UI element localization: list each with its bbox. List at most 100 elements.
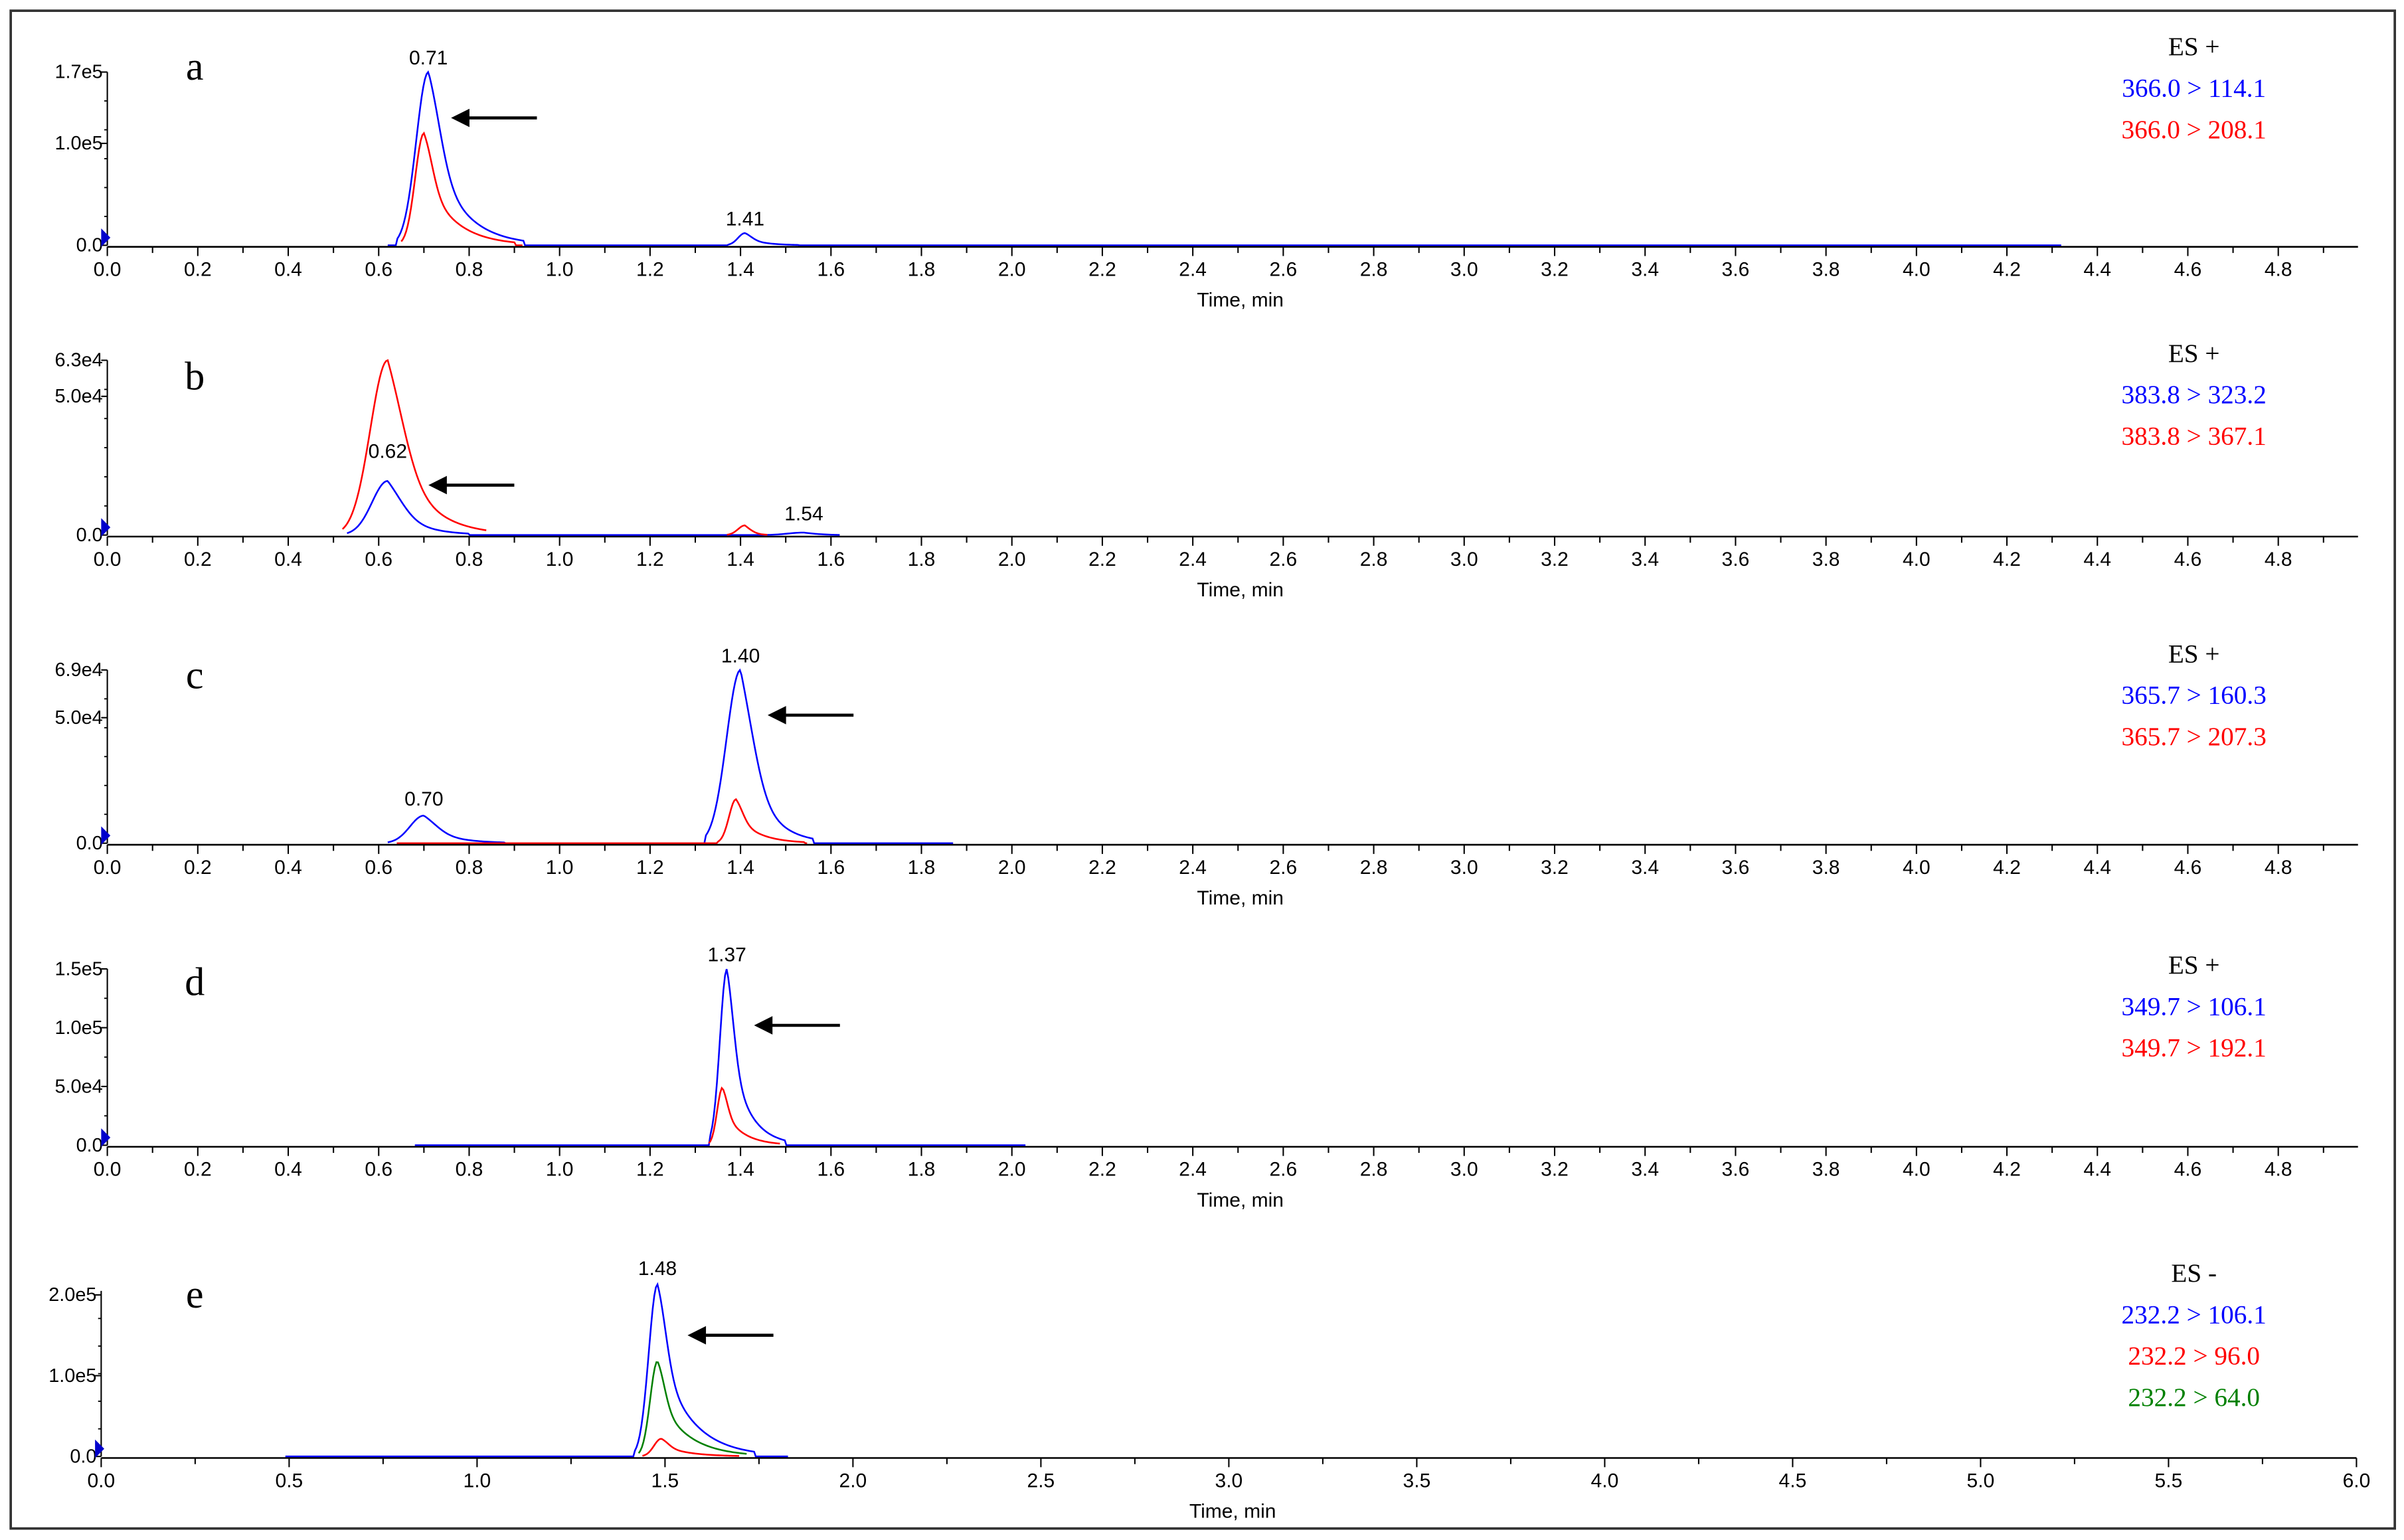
- y-tick-label: 1.7e5: [54, 62, 102, 83]
- x-tick-label: 4.6: [2174, 1159, 2202, 1181]
- x-tick-label: 0.4: [274, 857, 302, 879]
- x-tick-label: 4.4: [2083, 549, 2111, 570]
- x-tick-label: 1.2: [636, 1159, 664, 1181]
- x-tick-label: 2.8: [1360, 857, 1388, 879]
- x-tick-label: 2.8: [1360, 259, 1388, 281]
- x-tick-label: 4.8: [2265, 1159, 2292, 1181]
- peak-rt-label: 1.48: [638, 1258, 677, 1280]
- x-tick-label: 2.2: [1088, 549, 1116, 570]
- panel-d: 0.0 5.0e4 1.0e5 1.5e5 0.0 0.2 0.4 0.6 0.8 1.0 1.2 1…: [54, 944, 2358, 1211]
- x-tick-label: 4.4: [2083, 857, 2111, 879]
- y-tick-label: 5.0e4: [54, 386, 102, 407]
- peak-rt-label: 1.54: [784, 503, 823, 525]
- x-tick-label: 1.4: [727, 1159, 754, 1181]
- legend-transition: 383.8 > 323.2: [2122, 381, 2267, 409]
- x-tick-label: 4.6: [2174, 549, 2202, 570]
- x-tick-label: 2.4: [1179, 259, 1207, 281]
- y-tick-label: 5.0e4: [54, 707, 102, 728]
- x-tick-label: 2.2: [1088, 1159, 1116, 1181]
- x-tick-label: 4.0: [1903, 259, 1931, 281]
- legend-transition: 232.2 > 64.0: [2128, 1383, 2260, 1412]
- x-tick-label: 1.6: [817, 549, 845, 570]
- x-tick-label: 0.8: [456, 259, 483, 281]
- baseline-marker-icon: [95, 1439, 104, 1458]
- x-tick-label: 4.0: [1903, 1159, 1931, 1181]
- x-tick-label: 3.8: [1812, 857, 1840, 879]
- x-axis-label: Time, min: [1197, 1189, 1284, 1211]
- y-tick-label: 1.0e5: [48, 1365, 96, 1387]
- ion-mode-label: ES -: [2171, 1259, 2217, 1288]
- x-tick-label: 3.6: [1722, 549, 1750, 570]
- x-tick-label: 4.4: [2083, 1159, 2111, 1181]
- x-tick-label: 3.2: [1541, 549, 1569, 570]
- legend-transition: 365.7 > 160.3: [2122, 681, 2267, 710]
- x-tick-label: 0.4: [274, 259, 302, 281]
- x-tick-label: 2.0: [839, 1470, 867, 1492]
- trace-232-2-96-0: [642, 1438, 739, 1457]
- x-tick-label: 1.6: [817, 857, 845, 879]
- legend-transition: 365.7 > 207.3: [2122, 723, 2267, 751]
- x-tick-label: 2.8: [1360, 1159, 1388, 1181]
- trace-232-2-106-1: [285, 1282, 788, 1458]
- figure-border: [9, 9, 2396, 1530]
- trace-peak: [727, 524, 768, 536]
- x-tick-label: 1.8: [908, 857, 936, 879]
- y-tick-label: 2.0e5: [48, 1284, 96, 1306]
- x-tick-label: 0.4: [274, 549, 302, 570]
- panel-b: 0.0 5.0e4 6.3e4 0.0 0.2 0.4 0.6 0.8 1.0 1.2 1.4 1.6…: [54, 339, 2358, 601]
- legend-transition: 366.0 > 208.1: [2122, 116, 2267, 144]
- legend-transition: 366.0 > 114.1: [2122, 74, 2266, 102]
- ion-mode-label: ES +: [2168, 33, 2220, 61]
- x-tick-label: 4.6: [2174, 857, 2202, 879]
- x-tick-label: 3.0: [1450, 259, 1478, 281]
- x-tick-label: 0.5: [276, 1470, 303, 1492]
- peak-rt-label: 1.40: [721, 645, 760, 667]
- x-tick-label: 2.0: [998, 857, 1026, 879]
- x-tick-label: 3.8: [1812, 259, 1840, 281]
- x-tick-label: 4.0: [1591, 1470, 1619, 1492]
- x-tick-label: 4.0: [1903, 549, 1931, 570]
- x-tick-label: 1.0: [546, 549, 574, 570]
- x-tick-label: 0.0: [88, 1470, 116, 1492]
- x-tick-label: 1.4: [727, 549, 754, 570]
- x-tick-label: 3.0: [1450, 857, 1478, 879]
- x-tick-label: 3.2: [1541, 1159, 1569, 1181]
- x-tick-label: 1.8: [908, 549, 936, 570]
- x-tick-label: 4.2: [1993, 857, 2021, 879]
- x-tick-label: 3.4: [1631, 857, 1659, 879]
- x-tick-label: 1.0: [464, 1470, 491, 1492]
- x-tick-label: 0.4: [274, 1159, 302, 1181]
- ion-mode-label: ES +: [2168, 339, 2220, 368]
- y-tick-label: 0.0: [76, 1135, 103, 1156]
- x-tick-label: 3.5: [1403, 1470, 1431, 1492]
- x-axis-label: Time, min: [1197, 579, 1284, 601]
- x-tick-label: 1.4: [727, 259, 754, 281]
- x-tick-label: 0.6: [365, 857, 392, 879]
- x-tick-label: 0.8: [456, 857, 483, 879]
- arrow-left-icon: [687, 1326, 774, 1345]
- trace-365-7-207-3: [396, 798, 808, 845]
- arrow-left-icon: [754, 1016, 840, 1035]
- x-tick-label: 2.2: [1088, 259, 1116, 281]
- x-tick-label: 6.0: [2343, 1470, 2371, 1492]
- x-tick-label: 1.0: [546, 259, 574, 281]
- y-tick-label: 1.0e5: [54, 1017, 102, 1039]
- x-tick-label: 2.0: [998, 549, 1026, 570]
- peak-rt-label: 1.37: [707, 944, 746, 966]
- x-axis-label: Time, min: [1197, 887, 1284, 909]
- legend-transition: 349.7 > 106.1: [2122, 992, 2267, 1021]
- ion-mode-label: ES +: [2168, 951, 2220, 980]
- x-tick-label: 4.2: [1993, 549, 2021, 570]
- x-tick-label: 0.2: [184, 259, 212, 281]
- panel-label: d: [185, 960, 205, 1003]
- x-tick-label: 2.0: [998, 259, 1026, 281]
- x-tick-label: 3.0: [1450, 1159, 1478, 1181]
- trace-349-7-192-1: [708, 1086, 780, 1145]
- trace-349-7-106-1: [414, 969, 1026, 1146]
- x-tick-label: 2.6: [1269, 549, 1297, 570]
- x-tick-label: 3.6: [1722, 857, 1750, 879]
- x-tick-label: 3.2: [1541, 259, 1569, 281]
- trace-383-8-323-2: [347, 479, 840, 536]
- arrow-left-icon: [428, 475, 515, 495]
